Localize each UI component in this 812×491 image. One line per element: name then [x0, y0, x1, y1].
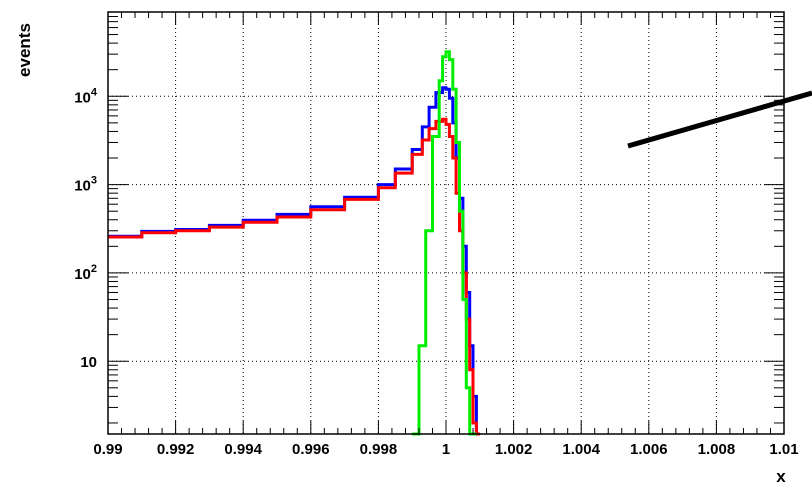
y-tick-label: 10	[80, 354, 97, 371]
x-tick-label: 1.01	[769, 441, 798, 458]
x-tick-label: 1.004	[562, 441, 600, 458]
x-tick-label: 0.996	[292, 441, 330, 458]
x-tick-label: 1.006	[630, 441, 668, 458]
y-tick-label: 104	[74, 86, 98, 106]
plot-frame	[107, 11, 785, 435]
x-tick-labels: 0.99 0.992 0.994 0.996 0.998 1 1.002 1.004 1.006…	[93, 441, 798, 458]
x-tick-label: 0.992	[157, 441, 195, 458]
x-tick-label: 1	[442, 441, 450, 458]
series-line-3	[412, 50, 477, 436]
x-tick-label: 0.99	[93, 441, 122, 458]
series-line-1	[108, 86, 480, 436]
y-tick-label: 103	[74, 175, 97, 195]
y-tick-labels: 10 102 103 104	[74, 86, 98, 371]
x-axis-title: x	[776, 467, 786, 486]
x-tick-label: 0.994	[224, 441, 262, 458]
x-tick-label: 1.002	[495, 441, 533, 458]
diagonal-line-mark	[627, 90, 812, 149]
y-axis-title: events	[15, 23, 34, 77]
grid	[108, 12, 784, 434]
x-tick-label: 0.998	[360, 441, 398, 458]
series-layer	[108, 50, 480, 436]
y-tick-label: 102	[74, 263, 97, 283]
series-line-2	[108, 117, 480, 436]
tick-marks	[107, 11, 785, 434]
x-tick-label: 1.008	[698, 441, 736, 458]
